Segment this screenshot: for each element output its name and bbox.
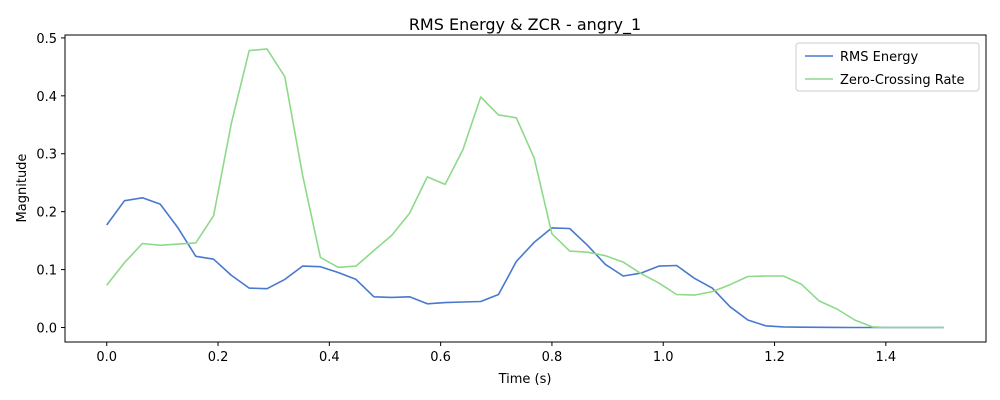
x-tick-label: 0.2 <box>208 350 229 365</box>
series-line-zero-crossing-rate <box>106 48 944 329</box>
x-tick-label: 1.4 <box>875 350 896 365</box>
x-axis-ticks: 0.0 0.2 0.4 0.6 0.8 1.0 1.2 1.4 <box>96 342 896 365</box>
x-tick-label: 0.0 <box>96 350 117 365</box>
y-axis-label: Magnitude <box>15 154 30 223</box>
plot-frame <box>64 34 987 343</box>
x-tick-label: 0.4 <box>319 350 340 365</box>
y-tick-label: 0.0 <box>36 322 57 337</box>
y-tick-label: 0.3 <box>36 148 57 163</box>
y-tick-label: 0.4 <box>36 90 57 105</box>
legend-label-rms-energy: RMS Energy <box>840 50 918 65</box>
series-line-rms-energy <box>106 197 944 329</box>
x-axis-label: Time (s) <box>498 372 552 387</box>
y-tick-label: 0.5 <box>36 32 57 47</box>
legend: RMS Energy Zero-Crossing Rate <box>795 42 980 92</box>
y-axis-ticks: 0.0 0.1 0.2 0.3 0.4 0.5 <box>36 32 65 337</box>
y-tick-label: 0.1 <box>36 264 57 279</box>
y-tick-label: 0.2 <box>36 206 57 221</box>
x-tick-label: 0.6 <box>430 350 451 365</box>
legend-label-zero-crossing-rate: Zero-Crossing Rate <box>840 73 965 88</box>
legend-box <box>795 42 980 92</box>
series-layer <box>106 48 944 329</box>
x-tick-label: 1.0 <box>653 350 674 365</box>
x-tick-label: 0.8 <box>542 350 563 365</box>
x-tick-label: 1.2 <box>764 350 785 365</box>
chart-title: RMS Energy & ZCR - angry_1 <box>409 15 641 35</box>
